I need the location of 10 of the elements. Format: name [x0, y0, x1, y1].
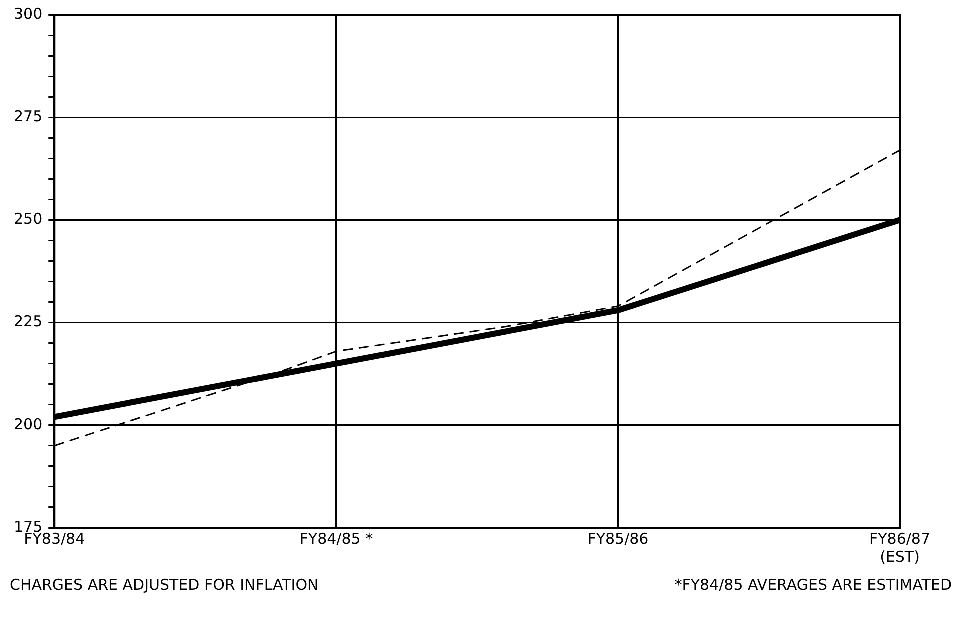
y-tick-label: 275	[14, 107, 43, 126]
text: CHARGES ARE ADJUSTED FOR INFLATION	[10, 576, 319, 594]
x-tick-label: FY86/87 (EST)	[869, 530, 931, 566]
y-tick-label: 300	[14, 4, 43, 23]
y-tick-label: 250	[14, 210, 43, 228]
x-tick-label: FY84/85 *	[300, 530, 374, 548]
x-tick-label: FY85/86	[588, 530, 649, 548]
text: *FY84/85 AVERAGES ARE ESTIMATED	[674, 576, 952, 594]
y-tick-label: 200	[14, 415, 43, 434]
y-tick-label: 225	[14, 312, 43, 331]
